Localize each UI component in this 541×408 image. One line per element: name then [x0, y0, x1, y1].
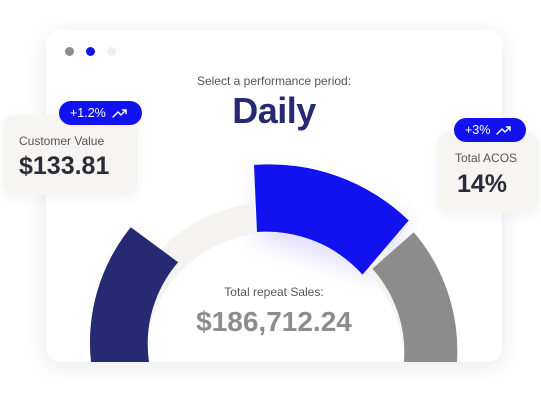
sales-label: Total repeat Sales:: [224, 285, 324, 299]
sales-value: $186,712.24: [196, 306, 352, 337]
window-dot-light[interactable]: [107, 47, 116, 56]
customer-value-card: Customer Value $133.81: [3, 115, 137, 195]
customer-value-change-badge: +1.2%: [59, 101, 142, 125]
period-label: Select a performance period:: [196, 74, 352, 88]
acos-change: +3%: [465, 123, 491, 137]
period-selector[interactable]: Daily: [232, 90, 316, 131]
acos-title: Total ACOS: [455, 151, 518, 165]
acos-card: Total ACOS 14%: [438, 132, 538, 212]
customer-value-title: Customer Value: [19, 134, 105, 148]
gauge-segment-grey[interactable]: [372, 232, 458, 362]
sales-gauge: [89, 164, 458, 362]
gauge-segment-blue[interactable]: [254, 164, 409, 275]
trend-up-icon: [112, 109, 127, 118]
customer-value-change: +1.2%: [70, 106, 106, 120]
acos-value: 14%: [457, 170, 508, 198]
window-dot-blue[interactable]: [86, 47, 95, 56]
window-dot-grey[interactable]: [65, 47, 74, 56]
trend-up-icon: [496, 126, 512, 135]
customer-value-amount: $133.81: [19, 152, 110, 180]
gauge-segment-navy[interactable]: [89, 227, 179, 362]
window-controls: [65, 47, 116, 56]
performance-card: Select a performance period: Daily Total…: [46, 30, 502, 362]
acos-change-badge: +3%: [454, 118, 526, 142]
